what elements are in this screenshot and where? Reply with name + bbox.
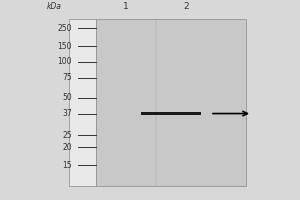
Text: 25: 25 — [62, 131, 72, 140]
Text: 15: 15 — [62, 161, 72, 170]
Text: 100: 100 — [58, 57, 72, 66]
Text: 37: 37 — [62, 109, 72, 118]
Bar — [96, 19, 246, 186]
Bar — [141, 112, 201, 115]
Text: 250: 250 — [58, 24, 72, 33]
Text: kDa: kDa — [46, 2, 62, 11]
Text: 20: 20 — [62, 143, 72, 152]
Text: 50: 50 — [62, 93, 72, 102]
Bar — [69, 19, 96, 186]
Text: 2: 2 — [183, 2, 189, 11]
Text: 75: 75 — [62, 73, 72, 82]
Text: 150: 150 — [58, 42, 72, 51]
Text: 1: 1 — [123, 2, 129, 11]
